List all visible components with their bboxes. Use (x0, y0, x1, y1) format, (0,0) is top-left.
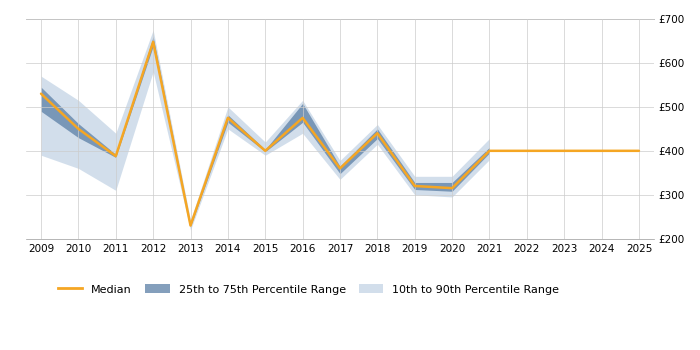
Legend: Median, 25th to 75th Percentile Range, 10th to 90th Percentile Range: Median, 25th to 75th Percentile Range, 1… (53, 280, 564, 299)
